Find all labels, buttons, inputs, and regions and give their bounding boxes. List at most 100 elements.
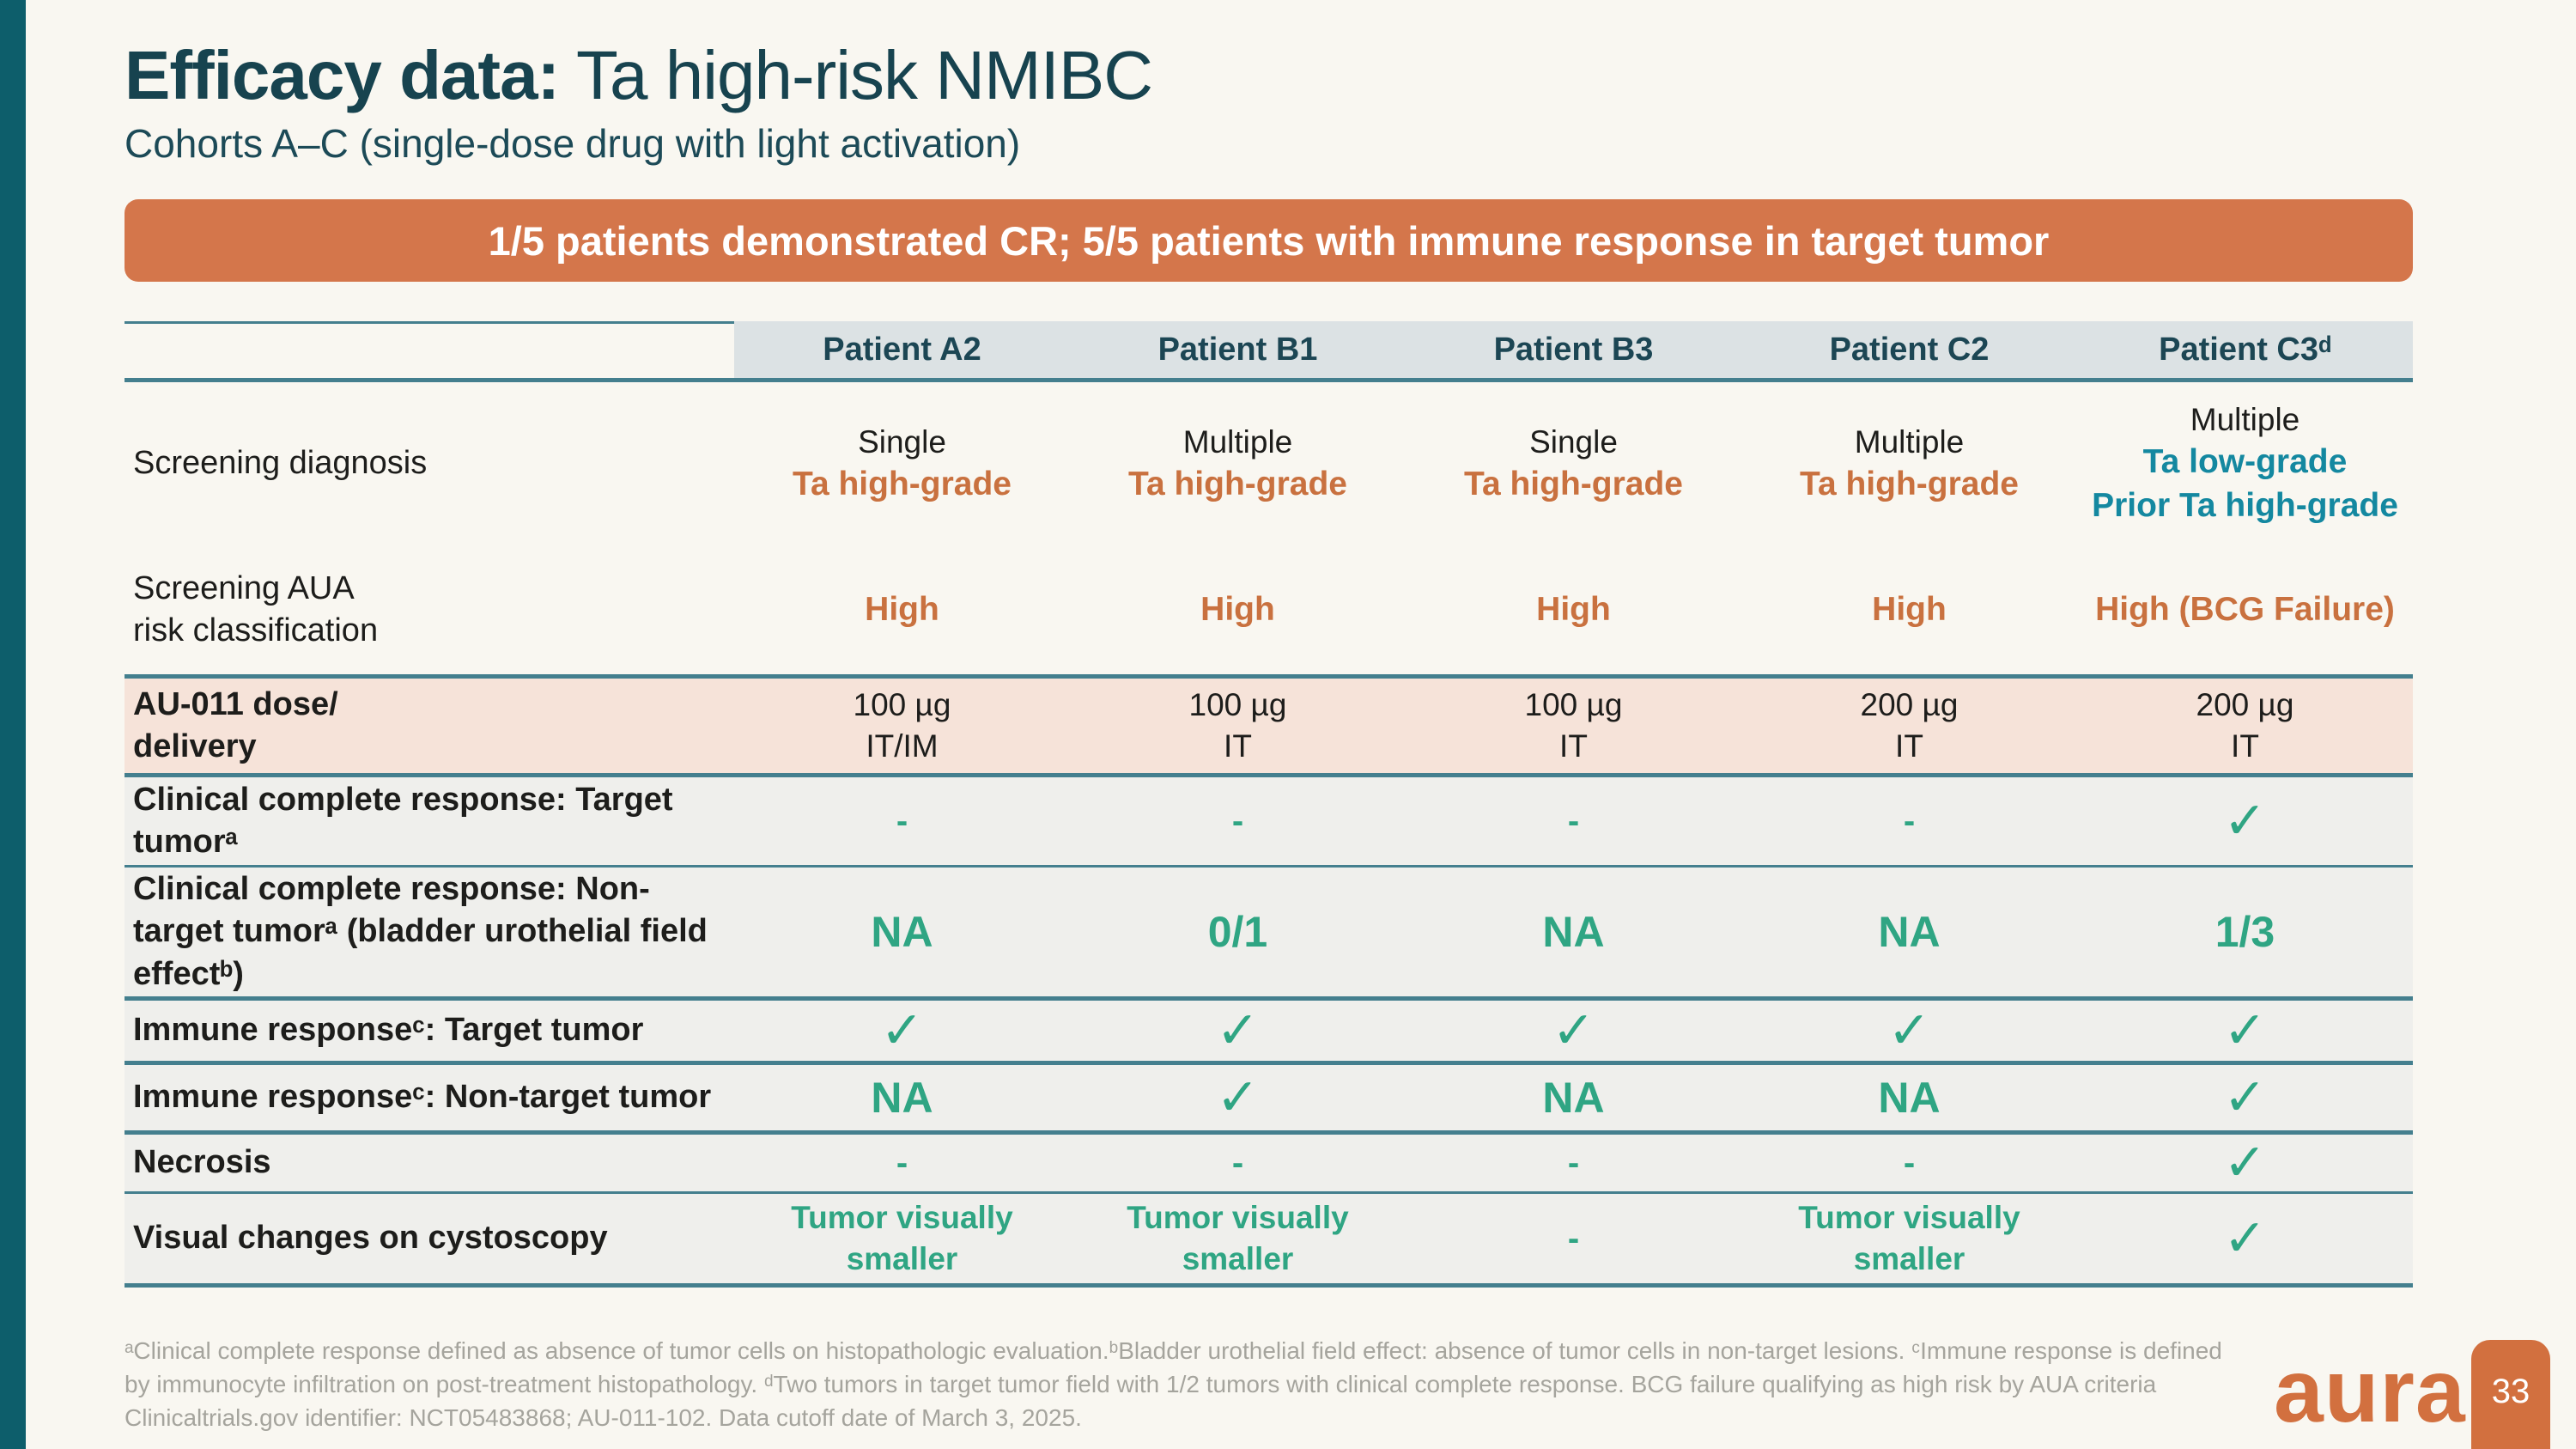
cell-value: Ta high-grade [1464, 465, 1683, 502]
table-cell: NA [1406, 1070, 1741, 1126]
table-row: Screening AUA risk classification High Hig… [125, 545, 2413, 679]
page-number-tab: 33 [2471, 1340, 2550, 1449]
table-cell: Multiple Ta high-grade [1070, 422, 1406, 507]
title-block: Efficacy data: Ta high-risk NMIBC Cohort… [125, 40, 2413, 167]
cell-value: High (BCG Failure) [2095, 590, 2395, 628]
cell-value: Tumor visually [1798, 1199, 2020, 1235]
table-cell: High [1741, 588, 2077, 632]
cell-value: IT [1895, 728, 1923, 764]
dash-value: - [1903, 802, 1916, 840]
table-cell: - [1070, 1146, 1406, 1180]
table-cell: Single Ta high-grade [1406, 422, 1741, 507]
cell-value: High [1200, 590, 1275, 628]
check-icon: ✓ [1887, 1002, 1931, 1059]
table-cell: NA [1406, 904, 1741, 960]
cell-value: NA [1542, 907, 1605, 956]
table-cell: Tumor visually smaller [1741, 1197, 2077, 1280]
title-bold-segment: Efficacy data: [125, 37, 560, 113]
cell-value: NA [871, 907, 933, 956]
cell-value: Ta high-grade [793, 465, 1012, 502]
row-label: Immune responseᶜ: Non-target tumor [133, 1079, 712, 1116]
table-row: Necrosis - - - - ✓ [125, 1135, 2413, 1194]
table-cell: - [1741, 1146, 2077, 1180]
check-icon: ✓ [880, 1002, 924, 1059]
page-title: Efficacy data: Ta high-risk NMIBC [125, 40, 2413, 112]
cell-value: Ta high-grade [1800, 465, 2019, 502]
cell-value: Ta low-grade [2142, 443, 2348, 481]
title-regular-segment: Ta high-risk NMIBC [559, 37, 1153, 113]
dash-value: - [896, 802, 908, 840]
table-cell: 1/3 [2077, 904, 2413, 960]
cell-value: Multiple [1182, 423, 1293, 460]
cell-value: Multiple [1854, 423, 1965, 460]
cell-value: 1/3 [2215, 907, 2275, 956]
cell-value: Prior Ta high-grade [2092, 487, 2398, 525]
table-cell: - [1070, 804, 1406, 838]
row-label: Screening diagnosis [133, 445, 428, 482]
page-subtitle: Cohorts A–C (single-dose drug with light… [125, 121, 1021, 166]
cell-value: High [1536, 590, 1611, 628]
table-body: Screening diagnosis Single Ta high-grade Mu… [125, 382, 2413, 1288]
cell-value: Multiple [2190, 402, 2300, 438]
cell-value: Ta high-grade [1128, 465, 1347, 502]
table-cell: - [1741, 804, 2077, 838]
table-cell: - [1406, 1221, 1741, 1256]
check-icon: ✓ [1216, 1068, 1260, 1126]
table-cell: Tumor visually smaller [734, 1197, 1070, 1280]
cell-value: Tumor visually [1127, 1199, 1349, 1235]
table-cell: ✓ [2077, 795, 2413, 847]
check-icon: ✓ [2223, 1002, 2267, 1059]
cell-value: Tumor visually [791, 1199, 1013, 1235]
column-header: Patient B3 [1406, 321, 1741, 378]
cell-value: 200 µg [2196, 686, 2294, 722]
table-row: AU-011 dose/ delivery 100 µg IT/IM 100 µg IT… [125, 679, 2413, 777]
check-icon: ✓ [2223, 1134, 2267, 1191]
table-cell: NA [734, 1070, 1070, 1126]
table-cell: NA [1741, 904, 2077, 960]
row-label: Clinical complete response: Target tumor… [133, 781, 673, 860]
cell-value: Single [858, 423, 946, 460]
cell-value: 100 µg [1524, 686, 1623, 722]
table-cell: 100 µg IT [1070, 685, 1406, 767]
cell-value: IT [2231, 728, 2259, 764]
check-icon: ✓ [2223, 1209, 2267, 1267]
cell-value: NA [871, 1073, 933, 1122]
table-cell: ✓ [2077, 1213, 2413, 1264]
cell-value: 100 µg [853, 686, 951, 722]
row-label: Clinical complete response: Non-target t… [133, 870, 708, 992]
table-cell: ✓ [1070, 1005, 1406, 1056]
dash-value: - [1231, 1144, 1244, 1182]
column-header: Patient C2 [1741, 321, 2077, 378]
cell-value: IT [1224, 728, 1252, 764]
cell-value: 100 µg [1188, 686, 1287, 722]
cell-value: IT/IM [866, 728, 939, 764]
table-row: Screening diagnosis Single Ta high-grade Mu… [125, 382, 2413, 545]
slide-content: Efficacy data: Ta high-risk NMIBC Cohort… [125, 0, 2413, 1288]
dash-value: - [896, 1144, 908, 1182]
dash-value: - [1567, 1144, 1580, 1182]
table-cell: Single Ta high-grade [734, 422, 1070, 507]
efficacy-table: Patient A2 Patient B1 Patient B3 Patient C2… [125, 321, 2413, 1288]
table-cell: ✓ [1406, 1005, 1741, 1056]
row-label: Visual changes on cystoscopy [133, 1220, 608, 1257]
row-label: Immune responseᶜ: Target tumor [133, 1012, 644, 1049]
row-label: Necrosis [133, 1144, 271, 1181]
table-row: Visual changes on cystoscopy Tumor visual… [125, 1194, 2413, 1288]
cell-value: smaller [1853, 1241, 1965, 1276]
table-row: Clinical complete response: Target tumor… [125, 777, 2413, 868]
table-cell: ✓ [1070, 1072, 1406, 1123]
dash-value: - [1567, 802, 1580, 840]
table-cell: 0/1 [1070, 904, 1406, 960]
table-cell: ✓ [2077, 1072, 2413, 1123]
table-cell: Multiple Ta low-grade Prior Ta high-grade [2077, 399, 2413, 527]
footnote: ᵃClinical complete response defined as a… [125, 1337, 2222, 1432]
table-header: Patient A2 Patient B1 Patient B3 Patient C2… [125, 321, 2413, 382]
check-icon: ✓ [2223, 1068, 2267, 1126]
check-icon: ✓ [1216, 1002, 1260, 1059]
page-number: 33 [2491, 1373, 2530, 1410]
column-header: Patient B1 [1070, 321, 1406, 378]
cell-value: High [865, 590, 939, 628]
table-cell: ✓ [2077, 1005, 2413, 1056]
check-icon: ✓ [2223, 792, 2267, 849]
column-header: Patient C3ᵈ [2077, 321, 2413, 378]
